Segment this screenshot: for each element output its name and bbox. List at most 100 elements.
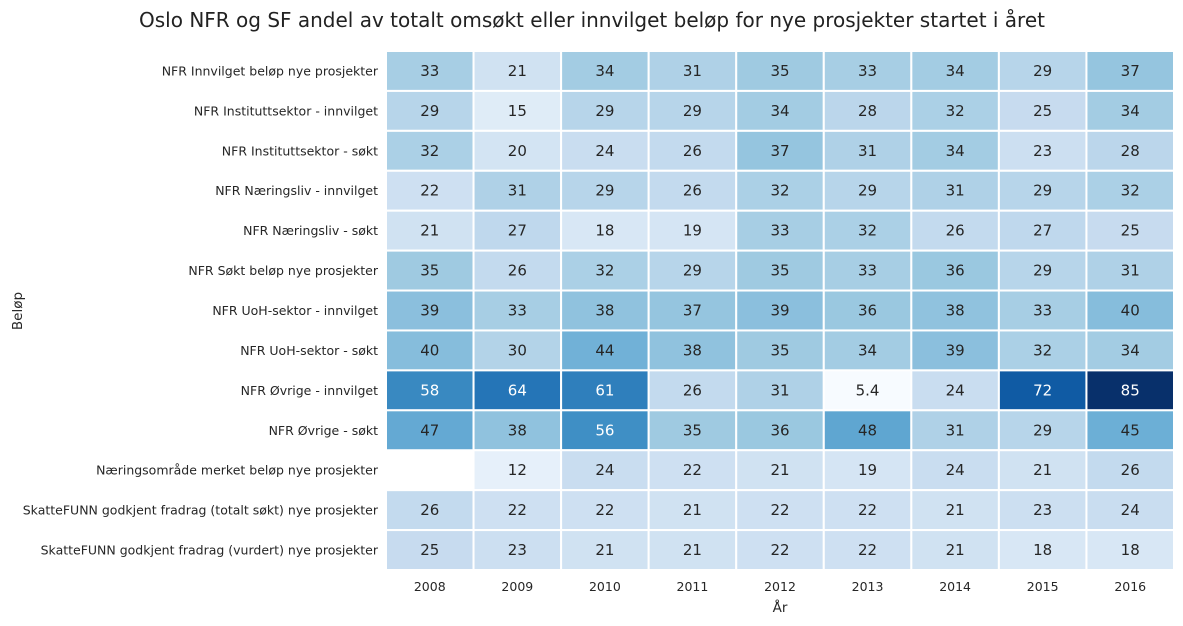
- cell-value-label: 39: [420, 302, 439, 320]
- cell-value-label: 37: [1121, 62, 1140, 80]
- column-labels: 2008 2009 2010 2011 2012 2013 2014 2015 2016: [414, 579, 1146, 594]
- heatmap-cell: [385, 489, 475, 532]
- cell-value-label: 56: [595, 421, 614, 439]
- cell-value-label: 34: [770, 102, 789, 120]
- row-tick-label: SkatteFUNN godkjent fradrag (totalt søkt…: [23, 503, 379, 518]
- cell-value-label: 24: [595, 461, 614, 479]
- cell-value-label: 26: [1121, 461, 1140, 479]
- heatmap-cell: [735, 529, 825, 571]
- cell-value-label: 44: [595, 341, 614, 359]
- cell-value-label: 32: [1033, 341, 1052, 359]
- column-tick-label: 2016: [1114, 579, 1146, 594]
- heatmap-cell: [560, 89, 650, 132]
- cell-value-label: 34: [1121, 341, 1140, 359]
- cell-value-label: 32: [420, 142, 439, 160]
- cell-value-label: 22: [595, 501, 614, 519]
- heatmap-cell: [997, 249, 1088, 292]
- cell-value-label: 27: [508, 222, 527, 240]
- cell-value-label: 22: [683, 461, 702, 479]
- cell-value-label: 35: [683, 421, 702, 439]
- heatmap-cell: [560, 129, 650, 172]
- cell-value-label: 23: [1033, 501, 1052, 519]
- cell-value-label: 35: [770, 262, 789, 280]
- column-tick-label: 2009: [501, 579, 533, 594]
- cell-value-label: 37: [770, 142, 789, 160]
- cell-value-label: 28: [858, 102, 877, 120]
- heatmap-cell: [472, 449, 563, 492]
- heatmap-cell: [1085, 129, 1176, 172]
- heatmap-cell: [560, 529, 650, 571]
- row-tick-label: NFR Næringsliv - søkt: [243, 223, 378, 238]
- cell-value-label: 29: [1033, 62, 1052, 80]
- cell-value-label: 21: [770, 461, 789, 479]
- heatmap-cell: [910, 369, 1000, 412]
- x-axis-label: År: [773, 599, 788, 616]
- heatmap-cell: [472, 169, 563, 212]
- heatmap-cell: [560, 369, 650, 412]
- y-axis-label: Beløp: [10, 292, 26, 330]
- heatmap-cell: [647, 169, 738, 212]
- row-tick-label: NFR Instituttsektor - innvilget: [194, 103, 378, 118]
- heatmap-cell: [385, 249, 475, 292]
- cell-value-label: 22: [770, 501, 789, 519]
- column-tick-label: 2012: [764, 579, 796, 594]
- cell-value-label: 37: [683, 302, 702, 320]
- heatmap-cell: [910, 449, 1000, 492]
- cell-value-label: 36: [858, 302, 877, 320]
- cell-value-label: 39: [946, 341, 965, 359]
- heatmap-cell: [560, 249, 650, 292]
- cell-value-label: 29: [1033, 182, 1052, 200]
- heatmap-cell: [472, 369, 563, 412]
- heatmap-cell: [735, 489, 825, 532]
- heatmap-cell: [385, 50, 475, 92]
- cell-value-label: 23: [1033, 142, 1052, 160]
- cell-value-label: 64: [508, 381, 527, 399]
- cell-value-label: 35: [770, 341, 789, 359]
- heatmap-cell: [472, 129, 563, 172]
- heatmap-cell: [472, 289, 563, 332]
- heatmap-cell: [997, 529, 1088, 571]
- heatmap-cell: [647, 529, 738, 571]
- cell-value-label: 32: [595, 262, 614, 280]
- cell-value-label: 61: [595, 381, 614, 399]
- cell-value-label: 25: [1121, 222, 1140, 240]
- cell-value-label: 18: [1121, 541, 1140, 559]
- cell-value-label: 36: [770, 421, 789, 439]
- heatmap-cells: 33 21 34 31 35 33 34 29 37 29 15 29 29 34 28 32 25 34 32 20…: [385, 50, 1176, 571]
- cell-value-label: 21: [1033, 461, 1052, 479]
- cell-value-label: 18: [1033, 541, 1052, 559]
- cell-value-label: 40: [1121, 302, 1140, 320]
- row-tick-label: NFR UoH-sektor - søkt: [240, 343, 378, 358]
- cell-value-label: 38: [683, 341, 702, 359]
- heatmap-cell: [1085, 529, 1176, 571]
- column-tick-label: 2011: [677, 579, 709, 594]
- cell-value-label: 35: [770, 62, 789, 80]
- heatmap-cell: [472, 529, 563, 571]
- cell-value-label: 33: [770, 222, 789, 240]
- heatmap-cell: [560, 329, 650, 372]
- heatmap-cell: [822, 369, 913, 412]
- cell-value-label: 32: [770, 182, 789, 200]
- cell-value-label: 31: [858, 142, 877, 160]
- heatmap-cell: [647, 129, 738, 172]
- cell-value-label: 31: [1121, 262, 1140, 280]
- cell-value-label: 33: [858, 62, 877, 80]
- heatmap-cell: [1085, 209, 1176, 252]
- cell-value-label: 35: [420, 262, 439, 280]
- cell-value-label: 26: [683, 182, 702, 200]
- heatmap-cell: [385, 369, 475, 412]
- heatmap-cell: [997, 409, 1088, 452]
- cell-value-label: 38: [946, 302, 965, 320]
- heatmap-cell: [822, 329, 913, 372]
- heatmap-cell: [997, 50, 1088, 92]
- cell-value-label: 85: [1121, 381, 1140, 399]
- row-tick-label: NFR Næringsliv - innvilget: [215, 183, 378, 198]
- cell-value-label: 34: [595, 62, 614, 80]
- cell-value-label: 19: [858, 461, 877, 479]
- cell-value-label: 22: [858, 541, 877, 559]
- heatmap-cell: [735, 89, 825, 132]
- heatmap-cell: [385, 289, 475, 332]
- heatmap-cell: [735, 369, 825, 412]
- row-tick-label: Næringsområde merket beløp nye prosjekte…: [96, 463, 379, 478]
- cell-value-label: 22: [770, 541, 789, 559]
